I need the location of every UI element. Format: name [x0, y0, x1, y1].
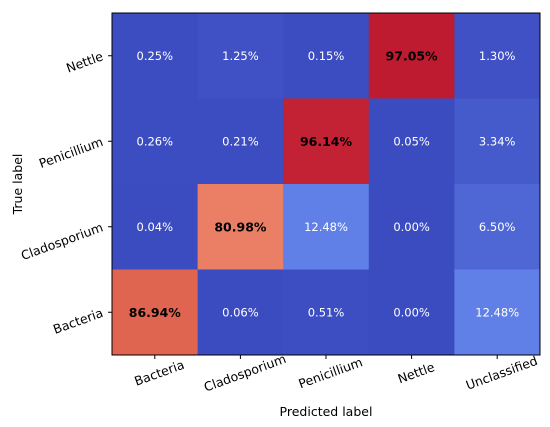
cell-value-label: 0.06% — [222, 305, 259, 319]
y-tick-label: Bacteria — [51, 305, 105, 337]
heatmap-cell — [197, 269, 284, 356]
cell-value-label: 12.48% — [475, 305, 519, 319]
cell-value-label: 0.00% — [393, 220, 430, 234]
heatmap-cell — [112, 269, 199, 356]
cell-value-label: 0.05% — [393, 134, 430, 148]
heatmap-cell — [197, 13, 284, 99]
y-tick-label: Nettle — [64, 48, 105, 75]
cell-value-label: 3.34% — [479, 134, 516, 148]
heatmap-cell — [454, 184, 541, 270]
heatmap-cell — [112, 13, 199, 99]
cell-value-label: 0.00% — [393, 305, 430, 319]
heatmap-cell — [197, 184, 284, 270]
cell-value-label: 1.30% — [479, 49, 516, 63]
cell-value-label: 97.05% — [386, 48, 439, 63]
cell-value-label: 1.25% — [222, 49, 259, 63]
cell-value-label: 0.04% — [137, 220, 174, 234]
y-tick-label: Cladosporium — [19, 219, 105, 263]
heatmap-cell — [283, 13, 370, 99]
x-tick-label: Nettle — [396, 359, 437, 386]
heatmap-cell — [454, 13, 541, 99]
cell-value-label: 0.26% — [137, 134, 174, 148]
heatmap-cell — [112, 184, 199, 270]
heatmap-cell — [197, 98, 284, 185]
heatmap-cell — [283, 98, 370, 185]
heatmap-cell — [368, 98, 455, 185]
cell-value-label: 0.25% — [137, 49, 174, 63]
x-axis-label: Predicted label — [280, 404, 373, 419]
x-axis-ticks: Bacteria Cladosporium Penicillium Nettle Unc… — [132, 351, 539, 395]
x-tick-label: Unclassified — [464, 353, 540, 393]
cell-value-label: 96.14% — [300, 134, 353, 149]
cell-value-label: 12.48% — [304, 220, 348, 234]
heatmap-cell — [368, 13, 455, 99]
y-axis-label: True label — [10, 154, 25, 216]
cell-value-label: 0.51% — [308, 305, 345, 319]
y-axis-ticks: Nettle Penicillium Cladosporium Bacteria — [19, 48, 112, 337]
cell-value-label: 80.98% — [214, 219, 267, 234]
x-tick-label: Penicillium — [296, 354, 364, 391]
cell-value-label: 86.94% — [129, 305, 182, 320]
heatmap-cell — [283, 184, 370, 270]
x-tick-label: Bacteria — [132, 357, 186, 389]
cell-value-label: 0.15% — [308, 49, 345, 63]
heatmap-cell — [112, 98, 199, 185]
heatmap-cell — [454, 269, 541, 356]
heatmap-cell — [368, 269, 455, 356]
x-tick-label: Cladosporium — [202, 351, 288, 395]
heatmap-cell — [368, 184, 455, 270]
heatmap-cells: 0.25% 1.25% 0.15% 97.05% 1.30% 0.26% 0.21% 96.1… — [112, 13, 541, 356]
heatmap-cell — [283, 269, 370, 356]
cell-value-label: 0.21% — [222, 134, 259, 148]
y-tick-label: Penicillium — [37, 134, 105, 171]
heatmap-cell — [454, 98, 541, 185]
cell-value-label: 6.50% — [479, 220, 516, 234]
